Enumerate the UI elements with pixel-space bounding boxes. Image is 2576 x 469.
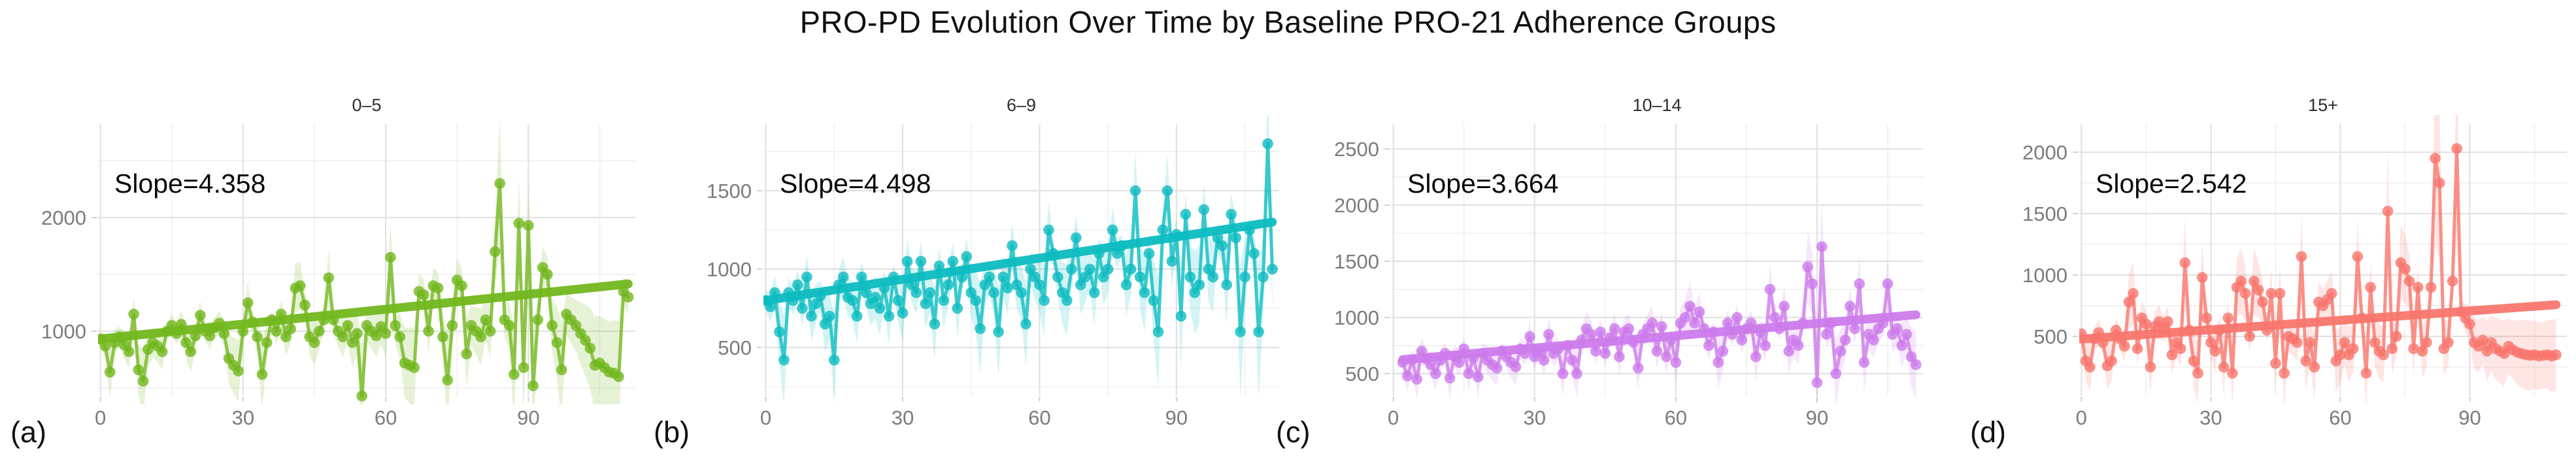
x-tick-label: 0 <box>95 406 106 429</box>
panel-15plus: 500 1000 1500 2000 0 30 60 90 15+ Slope=2.542 <box>1932 46 2575 469</box>
panel-chart-6-9: 500 1000 1500 0 30 60 90 6–9 Slope=4.498 <box>707 95 1279 429</box>
y-tick-label: 1500 <box>2022 202 2067 225</box>
panel-title: 6–9 <box>1007 95 1036 115</box>
panel-letter-a: (a) <box>10 415 46 449</box>
y-tick-label: 2500 <box>1334 138 1379 161</box>
y-tick-label: 500 <box>1345 363 1379 385</box>
slope-annotation: Slope=2.542 <box>2096 169 2247 199</box>
y-tick-label: 2000 <box>2022 141 2067 164</box>
x-tick-label: 60 <box>1028 406 1050 429</box>
x-tick-label: 0 <box>760 406 771 429</box>
x-tick-label: 60 <box>375 406 397 429</box>
y-tick-label: 1500 <box>1334 250 1379 273</box>
y-tick-label: 500 <box>718 336 752 359</box>
x-tick-label: 60 <box>2329 406 2351 429</box>
x-tick-label: 90 <box>517 406 539 429</box>
x-tick-label: 0 <box>2076 406 2087 429</box>
plot-area: 1000 2000 0 30 60 90 <box>41 118 635 429</box>
panel-chart-0-5: 1000 2000 0 30 60 90 0–5 Slope=4.358 <box>41 95 635 429</box>
slope-annotation: Slope=4.358 <box>114 169 265 199</box>
y-tick-label: 2000 <box>1334 194 1379 217</box>
figure-title: PRO-PD Evolution Over Time by Baseline P… <box>799 5 1777 39</box>
plot-area: 500 1000 1500 2000 2500 0 30 60 90 <box>1334 124 1923 429</box>
panel-title: 15+ <box>2308 95 2338 115</box>
y-tick-label: 1000 <box>707 258 752 281</box>
y-tick-label: 1500 <box>707 180 752 202</box>
x-tick-label: 30 <box>1523 406 1545 429</box>
panel-chart-15plus: 500 1000 1500 2000 0 30 60 90 15+ Slope=2.542 <box>2022 95 2567 429</box>
panel-title: 0–5 <box>352 95 381 115</box>
panel-10-14: 500 1000 1500 2000 2500 0 30 60 90 10–14 Slope=3… <box>1288 46 1932 469</box>
x-tick-label: 90 <box>1806 406 1828 429</box>
y-tick-label: 1000 <box>1334 306 1379 329</box>
panel-title: 10–14 <box>1632 95 1681 115</box>
panel-0-5: 1000 2000 0 30 60 90 0–5 Slope=4.358 <box>0 46 644 469</box>
x-tick-label: 30 <box>892 406 914 429</box>
y-tick-label: 500 <box>2033 325 2067 348</box>
y-tick-label: 1000 <box>2022 264 2067 287</box>
x-tick-label: 30 <box>2200 406 2222 429</box>
y-tick-label: 2000 <box>41 206 86 229</box>
x-tick-label: 60 <box>1665 406 1687 429</box>
slope-annotation: Slope=3.664 <box>1407 169 1558 199</box>
x-tick-label: 30 <box>232 406 254 429</box>
plot-area: 500 1000 1500 2000 0 30 60 90 <box>2022 115 2567 429</box>
x-tick-label: 90 <box>2458 406 2481 429</box>
y-tick-label: 1000 <box>41 320 86 343</box>
panel-letter-d: (d) <box>1970 415 2006 449</box>
panel-letter-b: (b) <box>654 415 690 449</box>
slope-annotation: Slope=4.498 <box>780 169 931 199</box>
x-tick-label: 0 <box>1388 406 1399 429</box>
plot-area: 500 1000 1500 0 30 60 90 <box>707 115 1279 429</box>
panel-letter-c: (c) <box>1276 415 1311 449</box>
panel-chart-10-14: 500 1000 1500 2000 2500 0 30 60 90 10–14 Slope=3… <box>1334 95 1923 429</box>
x-tick-label: 90 <box>1165 406 1188 429</box>
panel-6-9: 500 1000 1500 0 30 60 90 6–9 Slope=4.498 <box>644 46 1288 469</box>
